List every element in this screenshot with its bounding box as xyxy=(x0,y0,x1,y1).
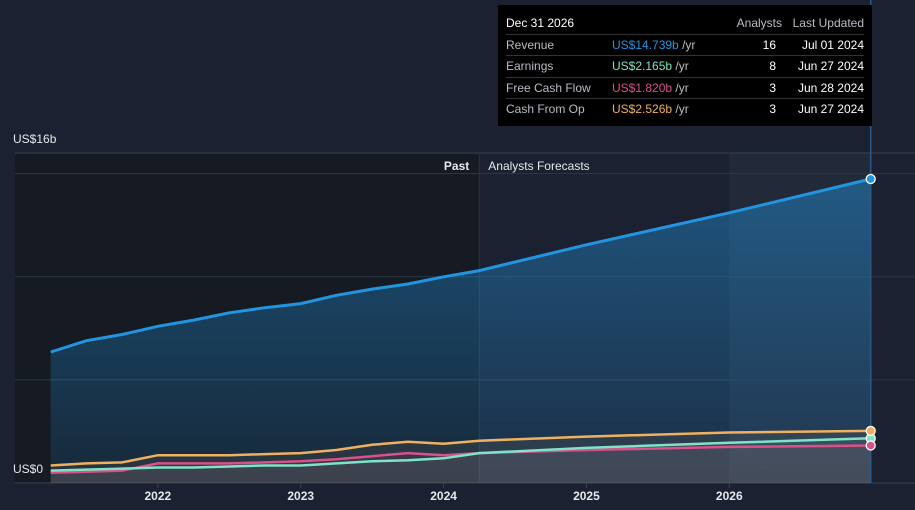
row-analysts: 8 xyxy=(769,59,776,74)
row-unit: /yr xyxy=(675,80,689,95)
row-name: Earnings xyxy=(506,59,554,74)
row-analysts: 3 xyxy=(769,80,776,95)
row-value-cell: US$14.739b /yr xyxy=(612,38,724,52)
row-unit: /yr xyxy=(682,37,696,52)
tooltip-row: Earnings US$2.165b /yr 8 Jun 27 2024 xyxy=(506,56,864,78)
area xyxy=(50,179,871,483)
tooltip-header: Dec 31 2026 Analysts Last Updated xyxy=(506,13,864,35)
row-unit: /yr xyxy=(675,59,689,74)
past-label: Past xyxy=(444,159,469,173)
analysts-header: Analysts xyxy=(736,16,782,31)
row-updated: Jun 27 2024 xyxy=(797,59,864,74)
tooltip-row: Revenue US$14.739b /yr 16 Jul 01 2024 xyxy=(506,35,864,56)
tooltip-row: Free Cash Flow US$1.820b /yr 3 Jun 28 2024 xyxy=(506,78,864,99)
x-tick-label: 2024 xyxy=(430,489,457,503)
tooltip-date: Dec 31 2026 xyxy=(506,16,575,31)
row-updated: Jun 28 2024 xyxy=(797,80,864,95)
row-value: US$1.820b xyxy=(612,80,673,95)
row-value: US$2.526b xyxy=(612,102,673,117)
y-tick-label: US$0 xyxy=(13,462,43,476)
row-value-cell: US$1.820b /yr xyxy=(612,81,724,95)
area xyxy=(50,445,871,483)
row-value: US$14.739b xyxy=(612,37,679,52)
free-cash-flow-end-dot xyxy=(865,440,876,451)
row-analysts: 16 xyxy=(762,37,776,52)
x-tick-label: 2022 xyxy=(145,489,172,503)
x-tick-label: 2026 xyxy=(716,489,743,503)
tooltip: Dec 31 2026 Analysts Last Updated Revenue US… xyxy=(498,5,872,126)
revenue-line xyxy=(50,177,872,354)
x-tick-label: 2025 xyxy=(573,489,600,503)
y-tick-label: US$16b xyxy=(13,132,57,146)
earnings-line xyxy=(50,437,871,472)
row-value: US$2.165b xyxy=(612,59,673,74)
updated-header: Last Updated xyxy=(792,16,864,31)
row-name: Free Cash Flow xyxy=(506,80,591,95)
cash-from-op-end-dot xyxy=(865,425,876,437)
forecast-label: Analysts Forecasts xyxy=(488,159,589,173)
row-updated: Jul 01 2024 xyxy=(801,37,864,52)
row-name: Revenue xyxy=(506,37,555,52)
row-unit: /yr xyxy=(675,102,689,117)
row-value-cell: US$2.165b /yr xyxy=(612,59,724,73)
tooltip-row: Cash From Op US$2.526b /yr 3 Jun 27 2024 xyxy=(506,99,864,120)
row-analysts: 3 xyxy=(769,102,776,117)
row-value-cell: US$2.526b /yr xyxy=(612,102,724,116)
row-name: Cash From Op xyxy=(506,102,585,117)
cash-from-op-line xyxy=(50,429,871,467)
revenue-end-dot xyxy=(865,173,876,185)
x-tick-label: 2023 xyxy=(287,489,314,503)
row-updated: Jun 27 2024 xyxy=(797,102,864,117)
